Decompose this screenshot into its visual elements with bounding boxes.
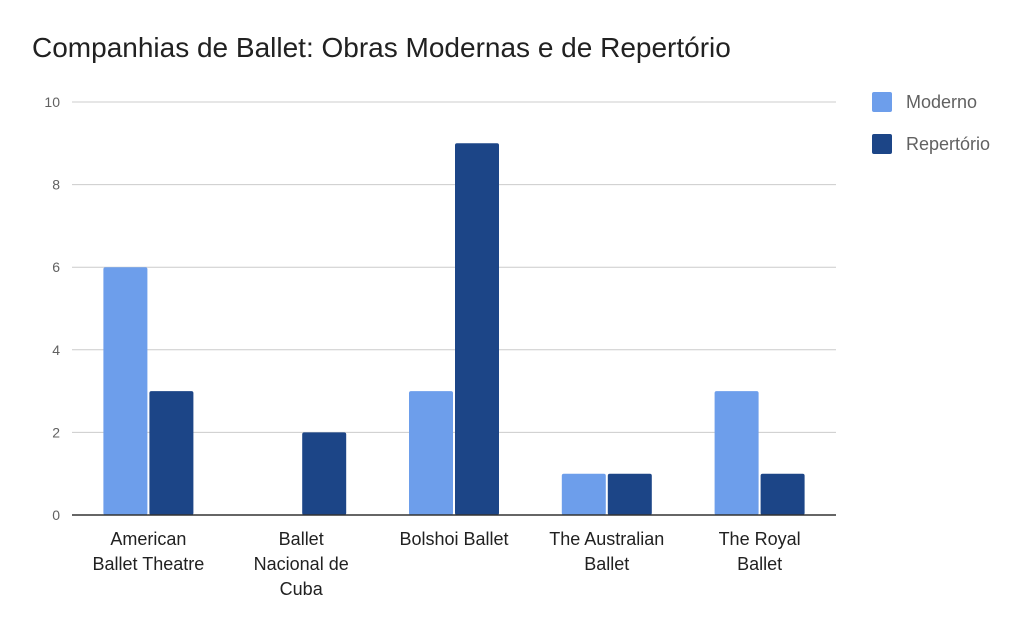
bar-moderno <box>561 473 606 515</box>
x-tick-label: Ballet Nacional de Cuba <box>254 529 349 599</box>
legend-label-moderno: Moderno <box>906 91 978 112</box>
legend-swatch-repertorio <box>872 134 892 154</box>
x-tick-label: The Royal Ballet <box>719 529 801 574</box>
bar-moderno <box>103 267 148 515</box>
y-tick-label: 4 <box>52 342 60 358</box>
legend-item-moderno[interactable]: Moderno <box>872 88 990 116</box>
bar-repertorio <box>760 473 805 515</box>
x-tick-label: Bolshoi Ballet <box>399 529 508 549</box>
bar-moderno <box>714 391 759 515</box>
x-tick-label: The Australian Ballet <box>549 529 664 574</box>
legend-swatch-moderno <box>872 92 892 112</box>
bar-repertorio <box>607 473 652 515</box>
bar-repertorio <box>455 143 499 516</box>
y-tick-label: 10 <box>44 94 60 110</box>
legend: Moderno Repertório <box>872 88 990 172</box>
legend-item-repertorio[interactable]: Repertório <box>872 130 990 158</box>
bar-repertorio <box>302 432 347 515</box>
bar-moderno <box>409 391 453 515</box>
y-tick-label: 2 <box>52 424 60 440</box>
y-tick-label: 8 <box>52 177 60 193</box>
legend-label-repertorio: Repertório <box>906 133 991 154</box>
y-tick-label: 6 <box>52 259 60 275</box>
chart-title: Companhias de Ballet: Obras Modernas e d… <box>32 32 731 63</box>
y-tick-label: 0 <box>52 507 60 523</box>
bar-repertorio <box>149 391 194 515</box>
x-tick-label: American Ballet Theatre <box>93 529 205 574</box>
